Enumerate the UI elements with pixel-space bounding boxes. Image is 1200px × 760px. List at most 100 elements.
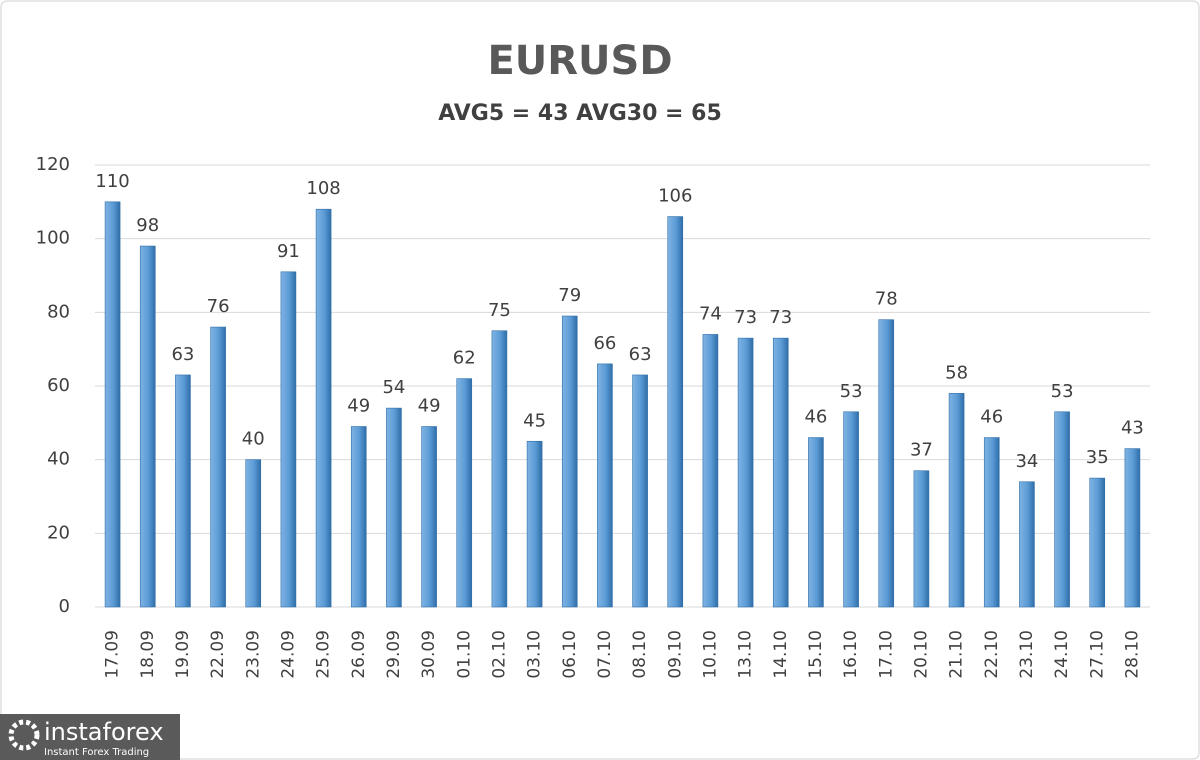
bar [808,437,824,608]
y-tick-label: 60 [47,375,70,396]
value-label: 110 [95,171,129,192]
x-tick-label: 18.09 [138,630,158,679]
x-tick-label: 24.09 [278,630,298,679]
x-tick-label: 22.09 [208,630,228,679]
bar [491,330,508,608]
value-label: 53 [1051,381,1074,402]
value-label: 106 [658,186,692,207]
x-tick-label: 08.10 [630,630,650,679]
x-tick-label: 24.10 [1052,630,1072,679]
x-tick-label: 02.10 [489,630,509,679]
bar [597,363,613,608]
y-tick-label: 40 [47,449,70,470]
bar [737,337,754,608]
logo-tagline: Instant Forex Trading [44,747,149,758]
value-label: 63 [629,344,652,365]
x-tick-label: 21.10 [947,630,967,679]
x-tick-label: 27.10 [1087,630,1107,679]
bar [948,393,965,608]
y-tick-label: 120 [36,154,70,175]
value-label: 37 [910,440,933,461]
value-label: 62 [453,348,476,369]
bar [280,271,297,608]
bar [878,319,895,608]
x-tick-label: 16.10 [841,630,861,679]
value-label: 54 [382,377,405,398]
bar [1054,411,1070,608]
bar [667,216,684,608]
bar [843,411,859,608]
bar [702,334,719,608]
logo-brand: instaforex [44,718,164,746]
value-label: 58 [945,362,968,383]
value-label: 49 [347,396,370,417]
x-tick-label: 06.10 [560,630,580,679]
bar [175,374,191,608]
value-label: 49 [418,396,441,417]
bar [315,208,332,608]
bar [456,378,473,608]
x-tick-label: 07.10 [595,630,615,679]
bar [350,426,367,608]
value-label: 66 [593,333,616,354]
x-tick-label: 17.09 [103,630,123,679]
y-tick-label: 20 [47,522,70,543]
value-label: 108 [306,178,340,199]
x-tick-label: 09.10 [665,630,685,679]
x-tick-label: 23.10 [1017,630,1037,679]
x-tick-label: 15.10 [806,630,826,679]
value-label: 76 [207,296,230,317]
bar [913,470,930,608]
chart-subtitle: AVG5 = 43 AVG30 = 65 [438,101,722,126]
bar [139,245,156,608]
bar [386,407,402,608]
bar [561,315,578,608]
value-label: 45 [523,410,546,431]
bar [1124,448,1141,608]
bar [104,201,121,608]
value-label: 34 [1015,451,1038,472]
x-tick-label: 22.10 [982,630,1002,679]
value-label: 75 [488,300,511,321]
x-tick-label: 14.10 [771,630,791,679]
bar [421,426,437,608]
value-label: 35 [1086,447,1109,468]
y-tick-label: 100 [36,228,70,249]
x-tick-label: 23.09 [243,630,263,679]
value-label: 98 [136,215,159,236]
x-tick-label: 01.10 [454,630,474,679]
value-label: 46 [980,407,1003,428]
x-tick-label: 17.10 [876,630,896,679]
value-label: 73 [734,307,757,328]
value-label: 79 [558,285,581,306]
x-tick-label: 13.10 [736,630,756,679]
x-tick-label: 20.10 [911,630,931,679]
bar [245,459,262,608]
bar [983,437,1000,608]
x-tick-label: 25.09 [314,630,334,679]
bar [526,440,543,608]
value-label: 43 [1121,418,1144,439]
x-tick-label: 26.09 [349,630,369,679]
value-label: 46 [804,407,827,428]
x-tick-label: 10.10 [700,630,720,679]
value-label: 74 [699,303,722,324]
bar [632,374,648,608]
value-label: 91 [277,241,300,262]
bar [1019,481,1035,608]
x-tick-label: 29.09 [384,630,404,679]
x-tick-label: 19.09 [173,630,193,679]
bar [210,326,226,608]
logo: instaforex Instant Forex Trading [0,714,180,760]
x-tick-label: 28.10 [1122,630,1142,679]
y-tick-label: 0 [59,596,70,617]
logo-icon [8,719,40,751]
value-label: 40 [242,429,265,450]
bar [1089,477,1106,608]
value-label: 78 [875,289,898,310]
x-tick-label: 30.09 [419,630,439,679]
y-tick-label: 80 [47,301,70,322]
value-label: 63 [171,344,194,365]
x-tick-label: 03.10 [525,630,545,679]
